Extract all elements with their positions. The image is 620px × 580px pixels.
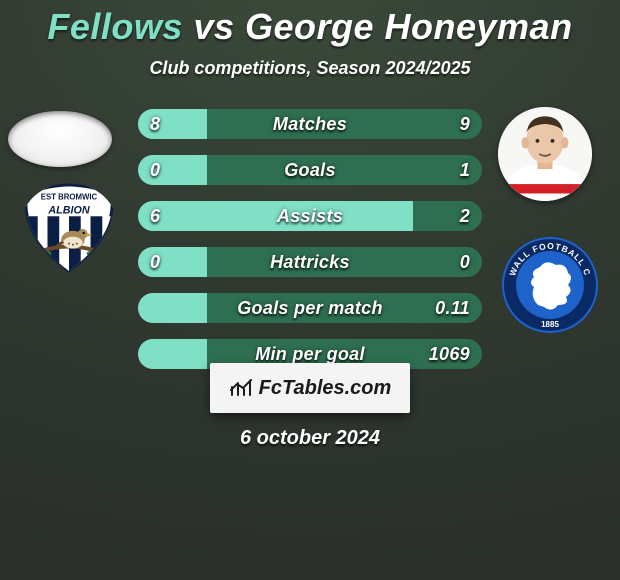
stat-row: Goals0 1 (138, 155, 482, 185)
page-title: Fellows vs George Honeyman (0, 0, 620, 48)
stat-value-right: 9 (460, 109, 470, 139)
title-player-right: George Honeyman (245, 6, 573, 47)
title-vs: vs (183, 6, 245, 47)
subtitle: Club competitions, Season 2024/2025 (0, 58, 620, 79)
brand-text: FcTables.com (259, 377, 392, 400)
player-left-avatar-placeholder (8, 111, 112, 167)
stat-value-right: 0.11 (435, 293, 470, 323)
title-player-left: Fellows (47, 6, 183, 47)
stat-label: Assists (138, 201, 482, 231)
stat-label: Matches (138, 109, 482, 139)
stat-rows: Matches89Goals01Assists62Hattricks00Goal… (138, 109, 482, 385)
stat-row: Goals per match0.11 (138, 293, 482, 323)
player-right-avatar (498, 107, 592, 201)
stat-value-right: 2 (460, 201, 470, 231)
date-text: 6 october 2024 (0, 427, 620, 450)
club-left-text-name: ALBION (47, 204, 89, 216)
brand-badge: FcTables.com (210, 363, 410, 413)
stat-value-left: 6 (150, 201, 160, 231)
stat-value-left: 0 (150, 247, 160, 277)
stat-value-right: 1 (460, 155, 470, 185)
player-right-club-badge: WALL FOOTBALL C 1885 (500, 235, 600, 335)
stat-label: Goals (138, 155, 482, 185)
club-left-text-top: EST BROMWIC (41, 193, 98, 202)
stat-value-right: 0 (460, 247, 470, 277)
stat-row: Matches8 9 (138, 109, 482, 139)
stat-value-right: 1069 (429, 339, 470, 369)
stat-value-left: 8 (150, 109, 160, 139)
player-left-club-badge: EST BROMWIC ALBION (20, 183, 118, 273)
club-right-year: 1885 (541, 320, 559, 329)
stat-row: Hattricks0 0 (138, 247, 482, 277)
stat-row: Assists6 2 (138, 201, 482, 231)
stat-label: Goals per match (138, 293, 482, 323)
stat-value-left: 0 (150, 155, 160, 185)
stat-label: Hattricks (138, 247, 482, 277)
brand-logo-icon (229, 378, 253, 398)
